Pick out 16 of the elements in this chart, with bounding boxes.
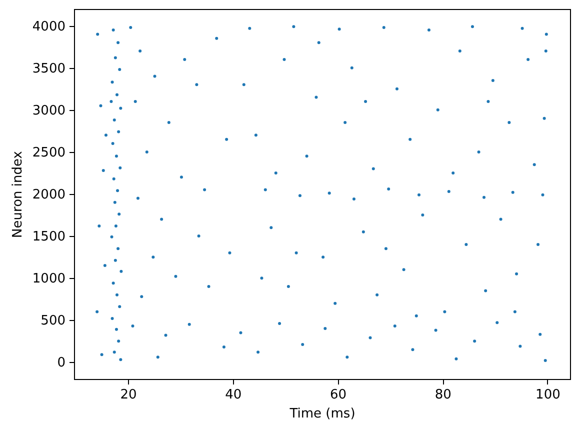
y-tick-label: 3500 <box>32 61 66 76</box>
x-tick-label: 100 <box>536 388 560 402</box>
y-tick-label: 2500 <box>32 145 66 160</box>
y-tick-label: 500 <box>40 314 66 329</box>
y-tick-label: 4000 <box>32 19 66 34</box>
y-tick-label: 2000 <box>32 188 66 202</box>
x-tick-label: 20 <box>120 388 137 402</box>
y-tick-label: 1500 <box>32 230 66 245</box>
x-tick-label: 60 <box>330 388 347 402</box>
x-tick-label: 40 <box>225 388 242 402</box>
x-axis-title: Time (ms) <box>288 406 356 422</box>
y-tick-label: 0 <box>57 356 66 371</box>
y-tick-label: 3000 <box>32 103 66 118</box>
y-tick-label: 1000 <box>32 272 66 287</box>
x-tick-label: 80 <box>434 388 452 402</box>
y-axis-title: Neuron index <box>10 150 26 238</box>
